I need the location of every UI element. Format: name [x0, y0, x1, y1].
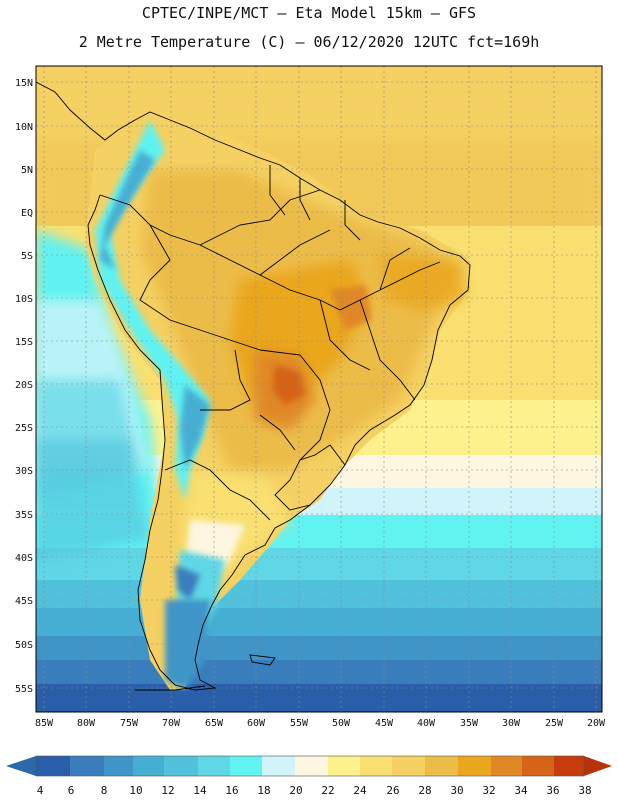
- lat-label: 20S: [15, 380, 33, 391]
- colorbar-label: 8: [101, 784, 108, 797]
- title-line-1: CPTEC/INPE/MCT – Eta Model 15km – GFS: [141, 4, 477, 22]
- lon-label: 30W: [502, 718, 521, 729]
- colorbar-label: 14: [193, 784, 207, 797]
- country-borders: [36, 81, 471, 691]
- colorbar-label: 30: [450, 784, 463, 797]
- lon-label: 20W: [587, 718, 606, 729]
- title-line-2: 2 Metre Temperature (C) – 06/12/2020 12U…: [78, 33, 540, 51]
- colorbar-swatch: [198, 756, 230, 776]
- lat-label: 25S: [15, 423, 33, 434]
- colorbar-label: 4: [37, 784, 44, 797]
- temperature-field: [36, 66, 602, 712]
- colorbar-label: 10: [129, 784, 142, 797]
- map-frame: [35, 65, 603, 713]
- colorbar-label: 22: [321, 784, 334, 797]
- colorbar-swatch: [104, 756, 133, 776]
- lon-label: 55W: [290, 718, 309, 729]
- colorbar-swatch: [554, 756, 584, 776]
- colorbar-swatch: [133, 756, 164, 776]
- colorbar-low-arrow: [6, 756, 36, 776]
- colorbar-swatch: [392, 756, 425, 776]
- temperature-map: 15N 10N 5N EQ 5S 10S 15S 20S 25S 30S 35S…: [15, 65, 606, 729]
- lon-label: 80W: [77, 718, 96, 729]
- colorbar-swatch: [164, 756, 198, 776]
- lat-label: 10S: [15, 294, 33, 305]
- colorbar: 4 6 8 10 12 14 16 18 20 22 24 26 28 30 3…: [6, 755, 612, 797]
- lon-label: 50W: [332, 718, 351, 729]
- lat-label: EQ: [21, 208, 33, 219]
- colorbar-label: 20: [289, 784, 302, 797]
- graticule: [36, 66, 602, 712]
- colorbar-swatch: [230, 756, 262, 776]
- lon-label: 40W: [417, 718, 436, 729]
- lat-label: 5S: [21, 251, 33, 262]
- colorbar-label: 28: [418, 784, 431, 797]
- colorbar-label: 26: [386, 784, 399, 797]
- lat-label: 30S: [15, 466, 33, 477]
- colorbar-label: 38: [578, 784, 591, 797]
- lat-label: 50S: [15, 640, 33, 651]
- colorbar-swatch: [522, 756, 554, 776]
- colorbar-swatch: [458, 756, 491, 776]
- lon-label: 25W: [545, 718, 564, 729]
- lon-label: 65W: [205, 718, 224, 729]
- lat-label: 40S: [15, 553, 33, 564]
- longitude-labels: 85W 80W 75W 70W 65W 60W 55W 50W 45W 40W …: [35, 718, 606, 729]
- lat-label: 55S: [15, 684, 33, 695]
- colorbar-label: 32: [482, 784, 495, 797]
- latitude-labels: 15N 10N 5N EQ 5S 10S 15S 20S 25S 30S 35S…: [15, 78, 33, 695]
- colorbar-swatch: [295, 756, 328, 776]
- lon-label: 75W: [120, 718, 139, 729]
- lon-label: 70W: [162, 718, 181, 729]
- colorbar-high-arrow: [584, 756, 612, 776]
- colorbar-swatch: [425, 756, 458, 776]
- colorbar-swatch: [36, 756, 70, 776]
- lat-label: 35S: [15, 510, 33, 521]
- lon-label: 60W: [247, 718, 266, 729]
- colorbar-swatch: [328, 756, 360, 776]
- colorbar-swatch: [360, 756, 392, 776]
- colorbar-swatch: [262, 756, 295, 776]
- lat-label: 45S: [15, 596, 33, 607]
- colorbar-label: 12: [161, 784, 174, 797]
- lon-label: 35W: [460, 718, 479, 729]
- lat-label: 5N: [21, 165, 33, 176]
- colorbar-label: 6: [68, 784, 75, 797]
- colorbar-label: 36: [546, 784, 559, 797]
- lat-label: 15S: [15, 337, 33, 348]
- colorbar-label: 16: [225, 784, 238, 797]
- lon-label: 85W: [35, 718, 54, 729]
- lat-label: 10N: [15, 122, 33, 133]
- colorbar-label: 34: [514, 784, 528, 797]
- colorbar-swatch: [70, 756, 104, 776]
- colorbar-label: 24: [353, 784, 367, 797]
- lat-label: 15N: [15, 78, 33, 89]
- lon-label: 45W: [375, 718, 394, 729]
- colorbar-label: 18: [257, 784, 270, 797]
- colorbar-swatch: [491, 756, 522, 776]
